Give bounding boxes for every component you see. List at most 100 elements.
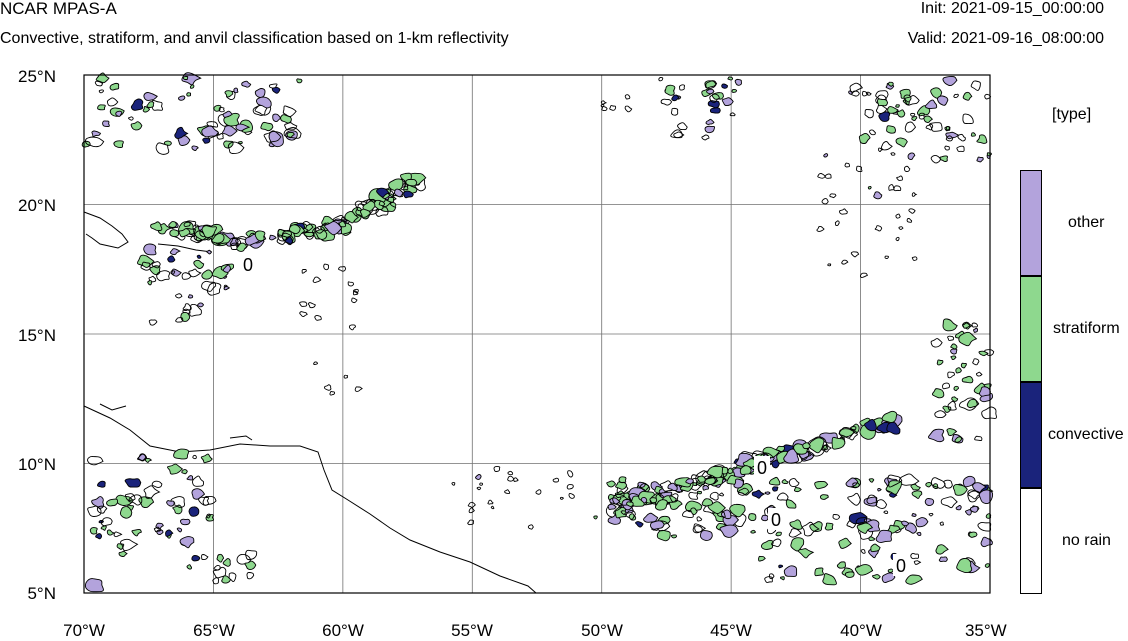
precip-cell <box>254 230 266 242</box>
precip-cell <box>169 229 179 238</box>
lon-label-60w: 60°W <box>322 621 364 640</box>
precip-cell <box>315 229 328 240</box>
precip-cell <box>885 480 903 495</box>
precip-cell <box>658 488 666 494</box>
precip-cell <box>206 121 219 128</box>
precip-cell <box>513 477 519 482</box>
precip-cell <box>859 272 869 279</box>
precip-cell <box>163 140 172 146</box>
legend-title: [type] <box>1052 106 1092 123</box>
precip-cell <box>568 493 575 499</box>
precip-cell <box>175 317 184 323</box>
precip-cell <box>405 179 418 187</box>
precip-cell <box>131 528 142 537</box>
precip-cell <box>937 95 949 106</box>
precip-cell <box>197 302 205 308</box>
precip-cell <box>930 477 946 489</box>
precip-cell <box>701 134 710 141</box>
precip-cell <box>146 101 155 109</box>
precip-cell <box>704 125 716 134</box>
precip-cell <box>692 482 698 487</box>
precip-cell <box>329 391 336 396</box>
legend-label-other: other <box>1068 214 1105 231</box>
precip-cell <box>100 525 107 531</box>
precip-cell <box>977 522 992 532</box>
precip-cell <box>855 517 868 525</box>
precip-cell <box>600 100 608 105</box>
contour-label-bg <box>754 456 770 478</box>
precip-cell <box>970 132 976 137</box>
precip-cell <box>768 476 781 486</box>
precip-cell <box>143 92 158 101</box>
precip-cell <box>967 490 981 503</box>
precip-cell <box>654 499 668 511</box>
precip-cell <box>953 385 959 392</box>
precip-cell <box>868 536 876 542</box>
precip-cell <box>887 474 903 488</box>
precip-cell <box>180 312 191 322</box>
precip-cell <box>142 105 151 113</box>
page-subtitle: Convective, stratiform, and anvil classi… <box>0 30 509 47</box>
precip-cell <box>504 489 511 494</box>
precip-cell <box>915 517 929 528</box>
precip-cell <box>884 255 889 259</box>
precip-cell <box>841 259 849 265</box>
precip-cell <box>186 564 192 570</box>
precip-cell <box>721 97 734 107</box>
precip-cell <box>188 506 200 517</box>
precip-cell <box>148 275 157 283</box>
precip-cell <box>696 490 702 495</box>
precip-cell <box>677 122 688 131</box>
legend-label-convective: convective <box>1048 426 1124 443</box>
precip-cell <box>303 232 315 240</box>
precip-cell <box>816 225 825 232</box>
precip-cell <box>118 550 128 557</box>
precip-cell <box>898 226 904 230</box>
precip-cell <box>783 565 798 577</box>
precip-cell <box>620 510 627 516</box>
lon-label-35w: 35°W <box>964 621 1007 640</box>
precip-cell <box>850 426 857 431</box>
precip-cell <box>671 94 680 102</box>
precip-cell <box>903 165 911 172</box>
precip-cell <box>189 303 202 317</box>
precip-cell <box>976 134 988 144</box>
precip-cell <box>980 536 993 548</box>
precip-cell <box>171 268 182 277</box>
precip-cell <box>978 350 989 357</box>
precip-cell <box>788 528 802 538</box>
precip-cell <box>877 488 882 492</box>
precip-cell <box>705 118 715 125</box>
precip-cell <box>768 573 775 580</box>
precip-cell <box>263 130 282 143</box>
precip-cell <box>256 96 272 109</box>
precip-cell <box>929 122 943 132</box>
coastline <box>83 211 129 249</box>
precip-cell <box>281 232 294 246</box>
precip-cell <box>910 483 921 491</box>
precip-cell <box>685 500 703 513</box>
precip-cell <box>780 576 785 581</box>
precip-cell <box>883 510 889 514</box>
precip-cell <box>628 513 635 520</box>
precip-cell <box>567 470 574 478</box>
contour-label: 0 <box>896 556 906 576</box>
precip-cell <box>81 140 91 148</box>
precip-cell <box>97 480 106 488</box>
precip-cell <box>771 459 780 469</box>
precip-cell <box>467 501 476 508</box>
precip-cell <box>559 496 565 500</box>
precip-cell <box>186 92 192 97</box>
precip-cell <box>673 131 685 139</box>
precip-cell <box>280 114 292 124</box>
precip-cell <box>115 110 123 117</box>
precip-cell <box>873 191 883 200</box>
precip-cell <box>694 525 703 533</box>
precip-cell <box>375 206 389 217</box>
precip-cell <box>939 521 944 526</box>
precip-cell <box>190 230 207 244</box>
precip-cell <box>911 256 918 261</box>
precip-cell <box>886 421 901 435</box>
lat-label-20n: 20°N <box>18 196 56 215</box>
precip-cell <box>893 185 902 192</box>
